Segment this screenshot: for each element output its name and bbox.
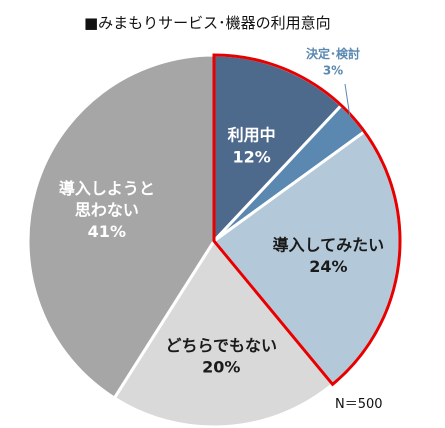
pie-slice-not-interested bbox=[26, 53, 216, 400]
leader-line-deciding bbox=[344, 83, 351, 121]
slice-label-not-interested: 導入しようと思わない 41% bbox=[59, 179, 155, 241]
slice-label-want-to-install: 導入してみたい 24% bbox=[273, 235, 385, 276]
slice-label-deciding: 決定･検討 3% bbox=[306, 46, 360, 77]
slice-label-neutral: どちらでもない 20% bbox=[165, 336, 277, 377]
slice-label-using: 利用中 12% bbox=[228, 126, 276, 167]
pie-slice-neutral bbox=[112, 239, 335, 428]
highlight-outline bbox=[212, 53, 402, 387]
chart-title: ■みまもりサービス･機器の利用意向 bbox=[84, 14, 331, 32]
sample-size-label: N＝500 bbox=[335, 397, 383, 412]
